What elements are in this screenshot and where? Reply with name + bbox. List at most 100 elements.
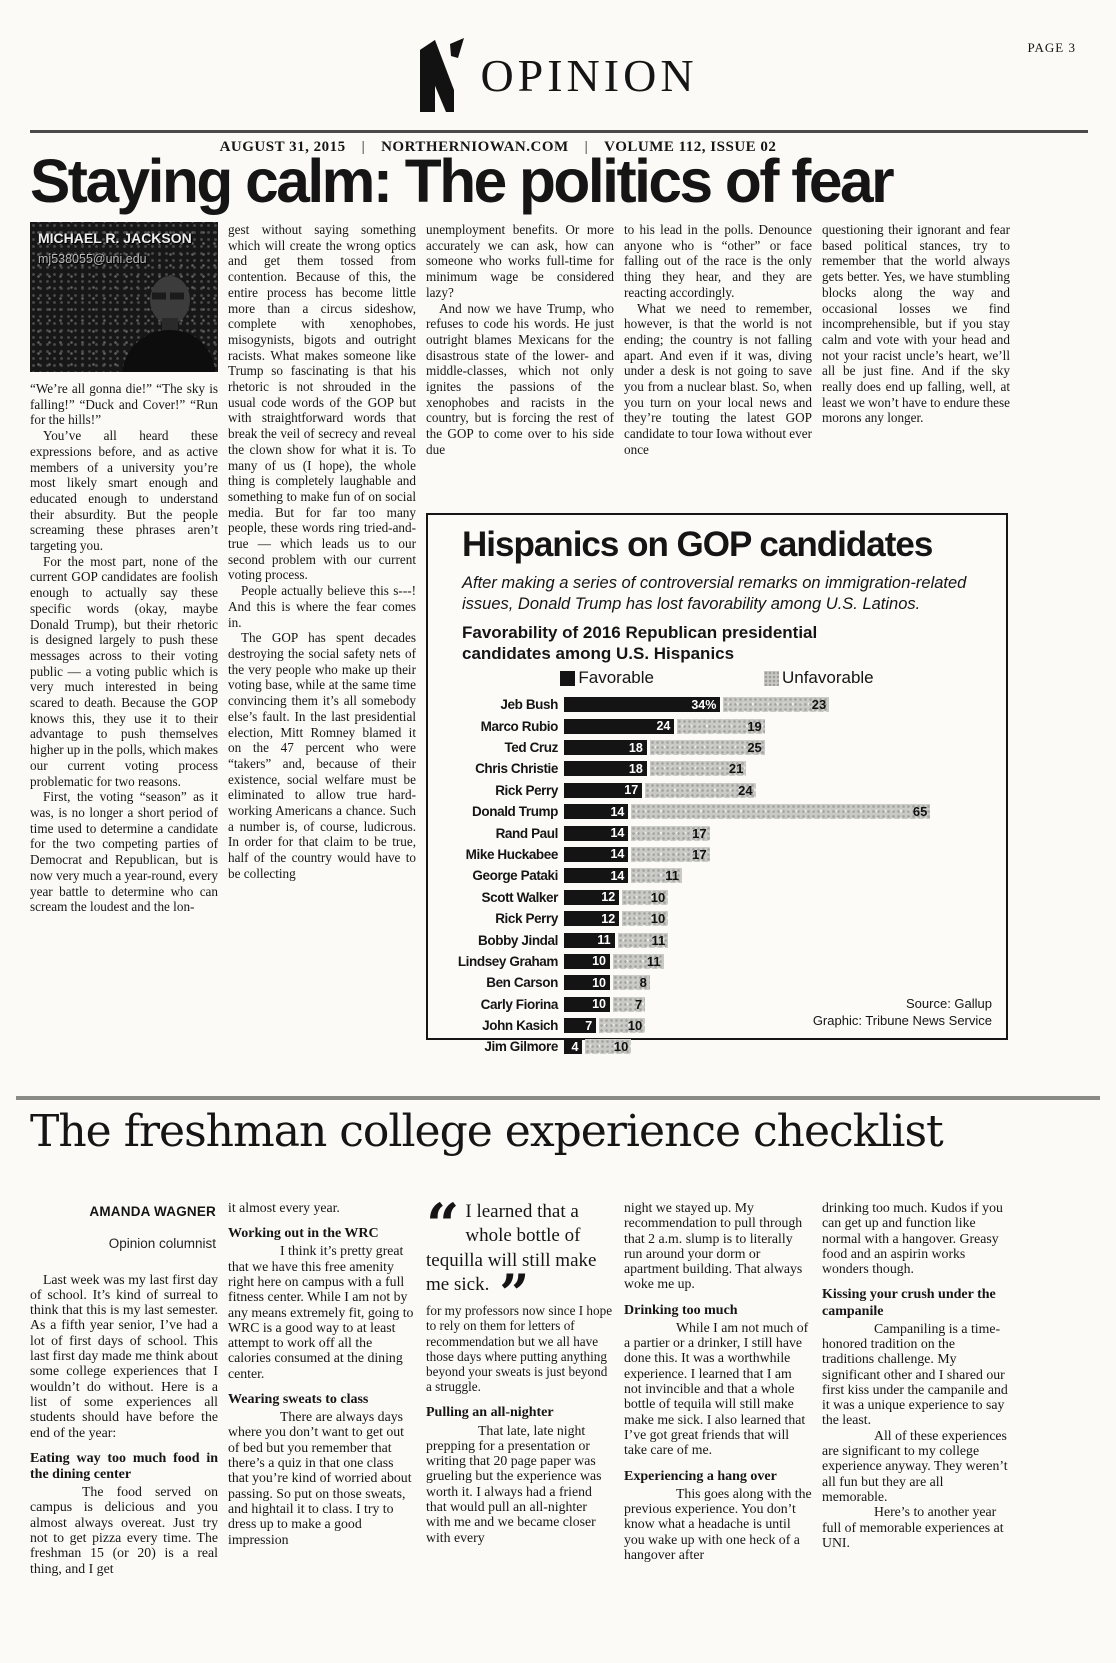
paragraph: That late, late night prepping for a pre… [426, 1422, 602, 1545]
unfavorable-bar: 8 [613, 975, 650, 991]
paragraph: Campaniling is a time-honored tradition … [822, 1320, 1008, 1428]
paragraph: The GOP has spent decades destroying the… [228, 630, 416, 881]
chart-row-label: Rick Perry [495, 911, 558, 927]
chart-row-label: Chris Christie [475, 761, 558, 777]
paragraph: The food served on campus is delicious a… [30, 1484, 218, 1576]
unfavorable-bar: 11 [613, 953, 664, 969]
chart-title: Hispanics on GOP candidates [462, 525, 933, 564]
dateline: AUGUST 31, 2015 | NORTHERNIOWAN.COM | VOLUME… [0, 139, 996, 156]
favorable-bar: 10 [564, 975, 610, 991]
paragraph: Last week was my last first day of schoo… [30, 1271, 218, 1440]
chart-row-label: Scott Walker [481, 889, 559, 905]
pull-quote: “I learned that a whole bottle of tequil… [426, 1191, 614, 1320]
unfavorable-bar: 17 [631, 846, 709, 862]
unfavorable-bar: 19 [677, 718, 764, 734]
checklist-heading: Experiencing a hang over [624, 1468, 777, 1484]
pull-quote-text: I learned that a whole bottle of tequill… [426, 1201, 597, 1295]
checklist-heading: Kissing your crush under the campanile [822, 1287, 996, 1319]
chart-row: Scott Walker 12 10 [440, 887, 994, 908]
unfavorable-bar: 10 [622, 889, 668, 905]
chart-row: Marco Rubio 24 19 [440, 715, 994, 736]
paragraph: questioning their ignorant and fear base… [822, 222, 1010, 426]
article1-column-3: unemployment benefits. Or more accuratel… [426, 222, 614, 458]
byline: AMANDA WAGNER Opinion columnist [30, 1204, 216, 1252]
open-quote-icon: “ [426, 1191, 460, 1259]
paragraph: gest without saying something which will… [228, 222, 416, 583]
article1-column-4: to his lead in the polls. Denounce anyon… [624, 222, 812, 458]
checklist-heading: Working out in the WRC [228, 1226, 379, 1242]
checklist-heading: Wearing sweats to class [228, 1392, 369, 1408]
paragraph: All of these experiences are significant… [822, 1427, 1008, 1504]
chart-row-label: Carly Fiorina [480, 996, 559, 1012]
chart-row-label: Rand Paul [495, 825, 559, 841]
unfavorable-swatch-icon [763, 670, 779, 686]
northern-iowan-logo [420, 38, 465, 112]
article2-column-4: night we stayed up. My recommendation to… [624, 1200, 812, 1562]
unfavorable-bar: 25 [649, 740, 765, 755]
chart-heading: Favorability of 2016 Republican presiden… [462, 623, 818, 663]
author-name: MICHAEL R. JACKSON [38, 230, 192, 246]
chart-row: Bobby Jindal 11 11 [440, 929, 994, 950]
favorable-bar: 24 [564, 718, 675, 734]
chart-row: Rand Paul 14 17 [440, 822, 994, 843]
paragraph: to his lead in the polls. Denounce anyon… [624, 222, 812, 300]
favorable-bar: 7 [564, 1018, 597, 1034]
page-number: PAGE 3 [1027, 40, 1076, 55]
favorable-bar: 4 [564, 1039, 583, 1055]
byline-role: Opinion columnist [108, 1236, 216, 1252]
chart-row: Rick Perry 17 24 [440, 780, 994, 801]
paragraph: I think it’s pretty great that we have t… [228, 1243, 414, 1381]
close-quote-icon: ” [499, 1263, 530, 1325]
unfavorable-bar: 7 [613, 996, 645, 1012]
chart-row-label: George Pataki [472, 868, 558, 884]
chart-row: George Pataki 14 11 [440, 865, 994, 886]
masthead-rule [30, 130, 1088, 133]
unfavorable-bar: 65 [631, 804, 930, 820]
chart-row: Ben Carson 10 8 [440, 972, 994, 993]
unfavorable-bar: 10 [599, 1018, 645, 1034]
section-title: OPINION [480, 49, 698, 101]
article2-column-3: “I learned that a whole bottle of tequil… [426, 1191, 614, 1545]
dateline-separator: | [361, 139, 366, 155]
favorable-bar: 11 [564, 932, 615, 948]
chart-row: Jeb Bush 34% 23 [440, 694, 994, 715]
paragraph: unemployment benefits. Or more accuratel… [426, 222, 614, 300]
chart-source-line: Source: Gallup [906, 996, 992, 1012]
unfavorable-bar: 21 [649, 761, 747, 777]
favorable-bar: 14 [564, 825, 629, 841]
unfavorable-bar: 11 [631, 868, 682, 884]
unfavorable-bar: 23 [723, 697, 829, 713]
article1-column-2: gest without saying something which will… [228, 222, 416, 882]
favorable-bar: 18 [564, 740, 647, 755]
chart-row-label: Jim Gilmore [484, 1039, 558, 1055]
chart-source: Source: Gallup Graphic: Tribune News Ser… [813, 996, 992, 1030]
author-silhouette-icon [122, 276, 216, 372]
article-divider [16, 1096, 1100, 1100]
chart-row-label: Rick Perry [495, 782, 558, 798]
chart-row: Donald Trump 14 65 [440, 801, 994, 822]
dateline-issue: VOLUME 112, ISSUE 02 [604, 139, 777, 155]
chart-row: Jim Gilmore 4 10 [440, 1036, 994, 1057]
paragraph: For the most part, none of the current G… [30, 553, 218, 789]
paragraph: While I am not much of a partier or a dr… [624, 1319, 809, 1458]
chart-rows: Jeb Bush 34% 23 Marco Rubio 24 19 Ted Cruz 18 25… [440, 694, 994, 1058]
legend-favorable-label: Favorable [578, 668, 654, 688]
favorable-bar: 10 [564, 996, 610, 1012]
unfavorable-bar: 10 [585, 1039, 631, 1055]
chart-legend: Favorable Unfavorable [440, 668, 994, 688]
favorable-bar: 14 [564, 846, 629, 862]
dateline-separator: | [584, 139, 589, 155]
article2-column-1: AMANDA WAGNER Opinion columnist Last wee… [30, 1200, 218, 1576]
favorable-swatch-icon [560, 670, 576, 686]
favorable-bar: 17 [564, 782, 643, 798]
chart-row: Ted Cruz 18 25 [440, 737, 994, 758]
chart-row-label: Marco Rubio [480, 718, 559, 734]
checklist-heading: Pulling an all-nighter [426, 1405, 554, 1421]
paragraph: People actually believe this s---! And t… [228, 583, 416, 630]
chart-row: Carly Fiorina 10 7 [440, 994, 994, 1015]
favorable-bar: 10 [564, 953, 610, 969]
unfavorable-bar: 24 [645, 782, 755, 798]
unfavorable-bar: 10 [622, 911, 668, 927]
chart-row: Rick Perry 12 10 [440, 908, 994, 929]
chart-row: Mike Huckabee 14 17 [440, 844, 994, 865]
